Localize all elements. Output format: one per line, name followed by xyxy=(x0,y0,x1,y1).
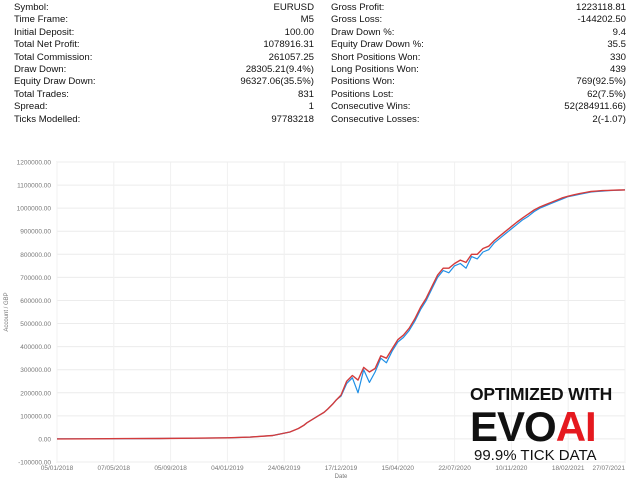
stat-row: Positions Won: 769(92.5%) xyxy=(331,76,626,88)
stat-row: Short Positions Won: 330 xyxy=(331,52,626,64)
stat-row: Initial Deposit: 100.00 xyxy=(14,27,314,39)
stat-label: Total Commission: xyxy=(14,51,93,63)
stat-label: Consecutive Losses: xyxy=(331,113,420,125)
x-tick-label: 04/01/2019 xyxy=(211,465,244,472)
badge-optimized-text: OPTIMIZED WITH xyxy=(470,384,613,404)
x-tick-label: 27/07/2021 xyxy=(592,465,625,472)
x-tick-label: 05/09/2018 xyxy=(154,465,187,472)
stat-label: Gross Profit: xyxy=(331,2,385,13)
report-summary: Symbol: EURUSD Time Frame: M5 Initial Deposi… xyxy=(0,0,640,126)
stat-row: Draw Down: 28305.21(9.4%) xyxy=(14,64,314,76)
badge-tick-data-text: 99.9% TICK DATA xyxy=(474,447,597,464)
stat-row: Draw Down %: 9.4 xyxy=(331,27,626,39)
y-tick-label: 1000000.00 xyxy=(17,206,52,213)
stat-value: M5 xyxy=(300,14,314,26)
equity-chart: -100000.00 0.00 100000.00 200000.00 300000.0… xyxy=(4,160,626,480)
stat-label: Gross Loss: xyxy=(331,14,383,26)
report-column-right: Gross Profit: 1223118.81 Gross Loss: -14420… xyxy=(331,2,626,126)
stat-value: 35.5 xyxy=(607,39,626,51)
stat-value: 52(284911.66) xyxy=(564,101,626,113)
stat-row: Total Trades: 831 xyxy=(14,89,314,101)
stat-label: Draw Down %: xyxy=(331,26,395,38)
stat-value: 1223118.81 xyxy=(576,2,626,13)
report-column-left: Symbol: EURUSD Time Frame: M5 Initial Deposi… xyxy=(14,2,314,126)
stat-row: Ticks Modelled: 97783218 xyxy=(14,114,314,126)
stat-label: Equity Draw Down: xyxy=(14,76,96,88)
stat-value: 831 xyxy=(297,88,314,100)
y-tick-label: 100000.00 xyxy=(20,413,51,420)
y-tick-label: 1200000.00 xyxy=(17,160,52,167)
y-tick-label: 700000.00 xyxy=(20,275,51,282)
y-tick-label: 400000.00 xyxy=(20,344,51,351)
stat-value: 2(-1.07) xyxy=(592,113,626,125)
stat-value: 1 xyxy=(308,101,314,113)
stat-row: Consecutive Losses: 2(-1.07) xyxy=(331,114,626,126)
stat-row: Gross Profit: 1223118.81 xyxy=(331,2,626,14)
stat-label: Initial Deposit: xyxy=(14,26,75,38)
stat-value: 62(7.5%) xyxy=(587,88,626,100)
stat-value: 28305.21(9.4%) xyxy=(245,63,314,75)
y-axis-label: Account / GBP xyxy=(4,292,10,331)
stat-label: Draw Down: xyxy=(14,63,67,75)
stat-value: 9.4 xyxy=(612,26,626,38)
stat-value: -144202.50 xyxy=(577,14,626,26)
stat-label: Long Positions Won: xyxy=(331,63,419,75)
x-tick-label: 05/01/2018 xyxy=(41,465,74,472)
y-tick-label: -100000.00 xyxy=(18,460,51,467)
stat-value: 97783218 xyxy=(271,113,314,125)
x-tick-label: 15/04/2020 xyxy=(382,465,415,472)
stat-label: Consecutive Wins: xyxy=(331,101,411,113)
stat-label: Total Net Profit: xyxy=(14,39,80,51)
y-tick-label: 1100000.00 xyxy=(17,183,51,190)
badge-evo-text: EVO xyxy=(470,403,557,450)
x-tick-label: 22/07/2020 xyxy=(438,465,471,472)
stat-label: Time Frame: xyxy=(14,14,69,26)
stat-label: Spread: xyxy=(14,101,48,113)
stat-label: Symbol: xyxy=(14,2,49,13)
x-axis-label: Date xyxy=(335,474,348,480)
stat-row: Time Frame: M5 xyxy=(14,14,314,26)
y-tick-label: 800000.00 xyxy=(20,252,51,259)
stat-label: Equity Draw Down %: xyxy=(331,39,424,51)
y-tick-label: 0.00 xyxy=(38,436,51,443)
balance-line xyxy=(56,189,626,440)
stat-row: Spread: 1 xyxy=(14,101,314,113)
evo-ai-badge: OPTIMIZED WITH EVOAI 99.9% TICK DATA xyxy=(470,382,620,478)
stat-row: Total Commission: 261057.25 xyxy=(14,52,314,64)
stat-label: Positions Won: xyxy=(331,76,395,88)
stat-value: 100.00 xyxy=(284,26,314,38)
stat-label: Total Trades: xyxy=(14,88,69,100)
stat-row: Long Positions Won: 439 xyxy=(331,64,626,76)
y-tick-label: 900000.00 xyxy=(20,229,51,236)
stat-label: Ticks Modelled: xyxy=(14,113,81,125)
y-tick-label: 300000.00 xyxy=(20,367,51,374)
y-tick-label: 600000.00 xyxy=(20,298,51,305)
stat-row: Total Net Profit: 1078916.31 xyxy=(14,39,314,51)
stat-value: 769(92.5%) xyxy=(576,76,626,88)
stat-value: 330 xyxy=(609,51,626,63)
x-tick-label: 07/05/2018 xyxy=(98,465,131,472)
stat-row: Gross Loss: -144202.50 xyxy=(331,14,626,26)
x-tick-label: 17/12/2019 xyxy=(325,465,358,472)
stat-row: Positions Lost: 62(7.5%) xyxy=(331,89,626,101)
x-tick-label: 10/11/2020 xyxy=(495,465,527,472)
stat-value: 1078916.31 xyxy=(263,39,314,51)
stat-value: 96327.06(35.5%) xyxy=(240,76,314,88)
stat-row: Equity Draw Down: 96327.06(35.5%) xyxy=(14,76,314,88)
stat-label: Positions Lost: xyxy=(331,88,394,100)
stat-row: Equity Draw Down %: 35.5 xyxy=(331,39,626,51)
stat-value: 439 xyxy=(609,63,626,75)
x-tick-label: 18/02/2021 xyxy=(552,465,585,472)
badge-logo: EVOAI xyxy=(470,404,620,450)
stat-value: 261057.25 xyxy=(268,51,314,63)
stat-row: Symbol: EURUSD xyxy=(14,2,314,14)
badge-ai-text: AI xyxy=(555,403,597,450)
stat-label: Short Positions Won: xyxy=(331,51,421,63)
x-tick-label: 24/06/2019 xyxy=(268,465,301,472)
stat-row: Consecutive Wins: 52(284911.66) xyxy=(331,101,626,113)
y-tick-label: 200000.00 xyxy=(20,390,51,397)
y-tick-label: 500000.00 xyxy=(20,321,51,328)
stat-value: EURUSD xyxy=(273,2,314,13)
